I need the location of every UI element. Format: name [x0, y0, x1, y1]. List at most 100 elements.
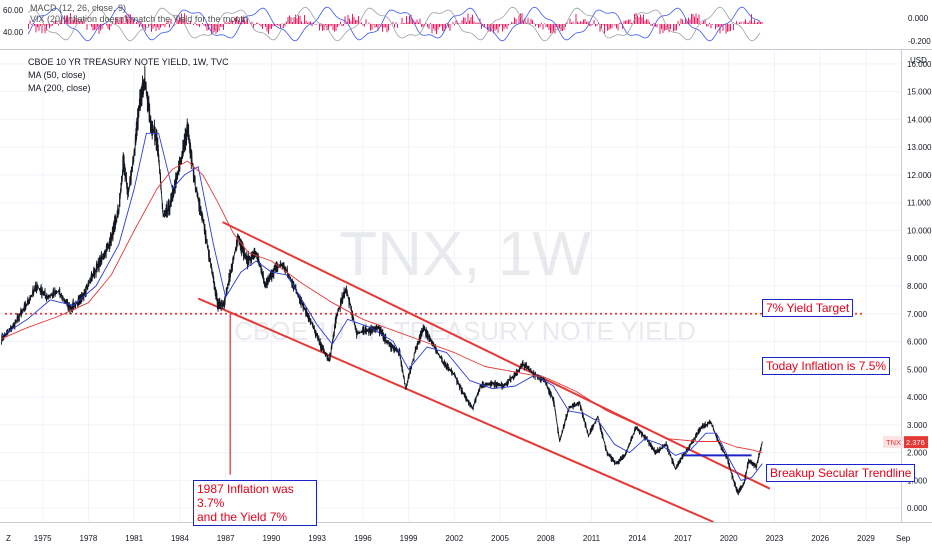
- x-tick-label: 2008: [537, 534, 555, 543]
- y-tick-label: 5.000: [907, 365, 928, 374]
- indicator-hist-bar: [409, 16, 410, 24]
- indicator-hist-bar: [157, 24, 158, 27]
- indicator-hist-bar: [375, 24, 376, 28]
- indicator-hist-bar: [718, 24, 719, 27]
- indicator-hist-bar: [736, 21, 737, 24]
- indicator-hist-bar: [421, 24, 422, 27]
- indicator-hist-bar: [642, 17, 643, 24]
- indicator-hist-bar: [267, 24, 268, 31]
- y-tick-label: 7.000: [907, 310, 928, 319]
- indicator-hist-bar: [390, 24, 391, 25]
- indicator-hist-bar: [213, 24, 214, 32]
- indicator-hist-bar: [468, 14, 469, 24]
- indicator-hist-bar: [334, 24, 335, 32]
- indicator-hist-bar: [507, 24, 508, 29]
- indicator-hist-bar: [573, 22, 574, 24]
- price-axis-unit: USD: [910, 56, 927, 65]
- indicator-hist-bar: [295, 15, 296, 24]
- y-tick-label: 4.000: [907, 393, 928, 402]
- indicator-hist-bar: [696, 14, 697, 24]
- indicator-hist-bar: [34, 24, 35, 26]
- indicator-hist-bar: [276, 24, 277, 25]
- main-chart-pane[interactable]: TNX, 1W CBOE 10 YR TREASURY NOTE YIELD 0…: [0, 50, 932, 550]
- x-tick-label: 1978: [80, 534, 98, 543]
- ma200-legend[interactable]: MA (200, close): [28, 83, 91, 93]
- indicator-hist-bar: [106, 24, 107, 25]
- indicator-hist-bar: [534, 23, 535, 24]
- indicator-hist-bar: [609, 24, 610, 30]
- indicator-hist-bar: [547, 24, 548, 27]
- indicator-hist-bar: [670, 24, 671, 29]
- indicator-hist-bar: [580, 21, 581, 24]
- indicator-legend-1[interactable]: MACD (12, 26, close, 9): [30, 3, 126, 13]
- indicator-hist-bar: [40, 24, 41, 26]
- price-tag-symbol: TNX: [886, 438, 901, 447]
- indicator-hist-bar: [475, 23, 476, 24]
- x-tick-label: 1975: [34, 534, 52, 543]
- indicator-hist-bar: [693, 14, 694, 24]
- indicator-hist-bar: [684, 23, 685, 24]
- indicator-hist-bar: [636, 13, 637, 24]
- indicator-hist-bar: [741, 22, 742, 24]
- indicator-hist-bar: [625, 21, 626, 24]
- y-tick-label: 6.000: [907, 338, 928, 347]
- indicator-hist-bar: [639, 17, 640, 24]
- annotation-breakup-trendline[interactable]: Breakup Secular Trendline: [766, 464, 915, 482]
- indicator-hist-bar: [690, 20, 691, 24]
- x-tick-label: 2020: [720, 534, 738, 543]
- indicator-hist-bar: [540, 24, 541, 27]
- indicator-hist-bar: [193, 24, 194, 25]
- indicator-hist-bar: [516, 19, 517, 24]
- indicator-hist-bar: [210, 24, 211, 26]
- indicator-hist-bar: [450, 24, 451, 31]
- indicator-hist-bar: [429, 24, 430, 29]
- indicator-hist-bar: [501, 24, 502, 25]
- indicator-hist-bar: [546, 24, 547, 27]
- indicator-hist-bar: [252, 22, 253, 24]
- indicator-hist-bar: [382, 24, 383, 32]
- indicator-hist-bar: [699, 14, 700, 24]
- indicator-hist-bar: [297, 18, 298, 24]
- indicator-hist-bar: [282, 23, 283, 24]
- indicator-hist-bar: [471, 17, 472, 24]
- indicator-hist-bar: [307, 23, 308, 24]
- indicator-hist-bar: [579, 23, 580, 24]
- bottom-left-label[interactable]: Z: [6, 534, 11, 543]
- x-tick-label: 1984: [171, 534, 189, 543]
- indicator-hist-bar: [388, 24, 389, 31]
- indicator-hist-bar: [712, 24, 713, 25]
- indicator-hist-bar: [94, 24, 95, 30]
- indicator-hist-bar: [430, 23, 431, 24]
- indicator-hist-bar: [366, 19, 367, 24]
- indicator-hist-bar: [544, 23, 545, 24]
- y-tick-label: 11.000: [907, 199, 931, 208]
- indicator-hist-bar: [648, 19, 649, 24]
- annotation-1987-inflation[interactable]: 1987 Inflation was 3.7% and the Yield 7%: [193, 480, 317, 526]
- indicator-hist-bar: [630, 19, 631, 24]
- indicator-hist-bar: [291, 17, 292, 24]
- indicator-hist-bar: [286, 22, 287, 24]
- indicator-hist-bar: [304, 15, 305, 24]
- indicator-hist-bar: [261, 24, 262, 27]
- indicator-hist-bar: [219, 24, 220, 31]
- indicator-left-tick-1: 60.00: [3, 6, 24, 15]
- indicator-hist-bar: [640, 15, 641, 24]
- indicator-hist-bar: [715, 24, 716, 29]
- indicator-hist-bar: [706, 24, 707, 26]
- indicator-hist-bar: [376, 24, 377, 27]
- indicator-hist-bar: [432, 24, 433, 33]
- indicator-hist-bar: [606, 24, 607, 26]
- indicator-hist-bar: [205, 24, 206, 26]
- symbol-legend[interactable]: CBOE 10 YR TREASURY NOTE YIELD, 1W, TVC: [28, 57, 229, 67]
- indicator-hist-bar: [637, 16, 638, 24]
- indicator-hist-bar: [384, 24, 385, 28]
- annotation-yield-target[interactable]: 7% Yield Target: [762, 299, 853, 317]
- annotation-today-inflation[interactable]: Today Inflation is 7.5%: [762, 357, 890, 375]
- indicator-hist-bar: [255, 24, 256, 25]
- ma50-legend[interactable]: MA (50, close): [28, 70, 86, 80]
- indicator-hist-bar: [675, 24, 676, 31]
- indicator-hist-bar: [747, 22, 748, 24]
- indicator-hist-bar: [646, 19, 647, 24]
- indicator-legend-2[interactable]: VIX (20) Inflation doesn't match the Yie…: [30, 14, 248, 24]
- indicator-hist-bar: [270, 24, 271, 29]
